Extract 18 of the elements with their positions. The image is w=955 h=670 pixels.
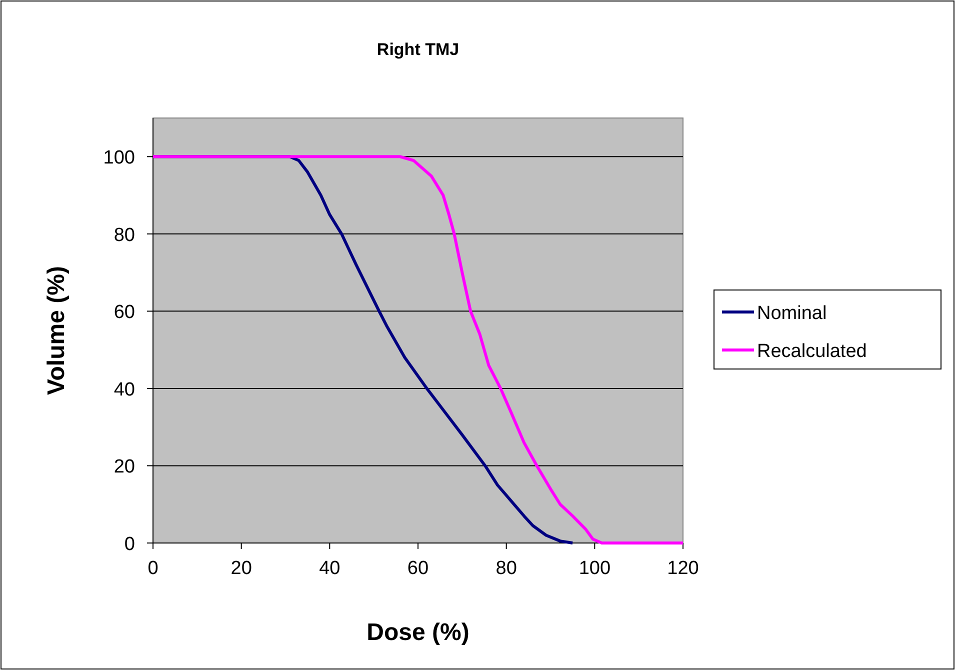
x-tick-label: 80 (496, 558, 517, 579)
y-tick-label: 20 (114, 456, 135, 478)
x-axis-title: Dose (%) (366, 619, 470, 646)
y-tick-label: 40 (114, 379, 135, 400)
legend-label: Nominal (757, 303, 827, 324)
y-tick-label: 0 (124, 534, 135, 555)
x-tick-label: 60 (407, 558, 429, 579)
y-tick-label: 80 (114, 224, 135, 246)
x-tick-label: 0 (148, 558, 158, 579)
y-tick-label: 60 (114, 302, 135, 324)
y-tick-label: 100 (103, 148, 135, 169)
y-axis-title: Volume (%) (43, 266, 70, 395)
legend-label: Recalculated (757, 341, 867, 362)
x-tick-label: 40 (319, 558, 340, 579)
x-tick-label: 20 (230, 558, 252, 579)
x-tick-label: 120 (667, 558, 699, 579)
x-tick-label: 100 (578, 558, 611, 579)
chart-title: Right TMJ (376, 40, 460, 59)
